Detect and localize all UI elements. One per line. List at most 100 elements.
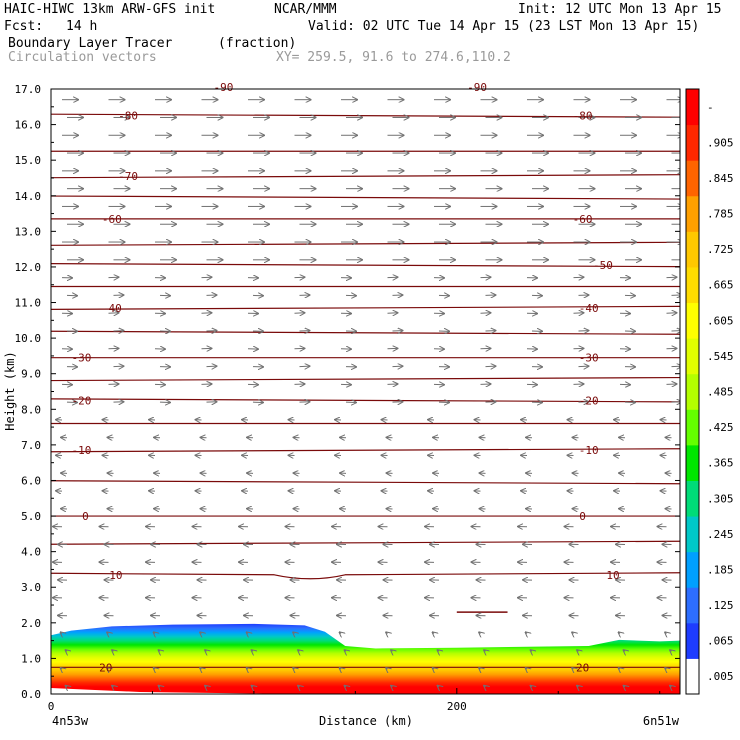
model-title: HAIC-HIWC 13km ARW-GFS init [4, 2, 216, 17]
circulation-vector [107, 632, 108, 633]
contour-label: -30 [71, 352, 91, 365]
circulation-vector [577, 650, 578, 651]
y-tick-label: 17.0 [15, 83, 42, 96]
circulation-vector [433, 668, 434, 669]
contour-label: -10 [71, 444, 91, 457]
circulation-vector [386, 632, 387, 633]
circulation-vector [531, 686, 532, 687]
circulation-vector [154, 632, 155, 633]
colorbar-frame [685, 88, 700, 695]
colorbar-swatch [686, 195, 699, 232]
colorbar-swatch [686, 480, 699, 517]
contour-label: -50 [593, 259, 613, 272]
colorbar-swatch [686, 338, 699, 375]
circulation-vector [624, 686, 625, 687]
y-tick-label: 7.0 [21, 439, 41, 452]
contour-label: 10 [109, 569, 122, 582]
contour-label: 10 [606, 569, 619, 582]
circulation-vector [252, 686, 253, 687]
colorbar-swatch [686, 124, 699, 161]
y-tick-label: 1.0 [21, 652, 41, 665]
temperature-contour-line [51, 398, 680, 403]
colorbar-swatch [686, 160, 699, 197]
colorbar-label: .065 [707, 635, 734, 648]
colorbar-label: .845 [707, 172, 734, 185]
colorbar-swatch [686, 444, 699, 481]
colorbar-swatch [686, 231, 699, 268]
circulation-vector [298, 650, 299, 651]
colorbar-label: .005 [707, 670, 734, 683]
x-right-location: 6n51w [643, 714, 680, 728]
y-tick-label: 15.0 [15, 154, 42, 167]
colorbar-swatch [686, 89, 699, 126]
colorbar-label: .605 [707, 314, 734, 327]
contour-label: -40 [102, 302, 122, 315]
contour-label: -80 [573, 110, 593, 123]
colorbar-label: .185 [707, 563, 734, 576]
y-tick-label: 8.0 [21, 403, 41, 416]
circulation-vector [572, 632, 573, 633]
circulation-vector [484, 686, 485, 687]
colorbar-swatch [686, 516, 699, 553]
circulation-vector [200, 668, 201, 669]
contour-label: -10 [579, 444, 599, 457]
temperature-contour-line [51, 376, 680, 382]
x-axis-label: Distance (km) [319, 714, 413, 728]
colorbar-swatch [686, 266, 699, 304]
colorbar: .005 .065 .125 .185 .245 .305 .365 .425 .485 .545… [685, 88, 734, 695]
y-tick-label: 16.0 [15, 119, 42, 132]
contour-label: -60 [102, 213, 122, 226]
y-tick-label: 13.0 [15, 225, 42, 238]
contour-label: 0 [579, 510, 586, 523]
y-tick-label: 11.0 [15, 297, 42, 310]
contour-label: 20 [576, 661, 589, 674]
circulation-vectors [53, 100, 680, 687]
circulation-vector [386, 668, 387, 669]
circulation-vector [298, 686, 299, 687]
temperature-contour-line [51, 241, 680, 246]
circulation-vector [66, 650, 67, 651]
colorbar-label: - [707, 101, 714, 114]
y-tick-label: 6.0 [21, 474, 41, 487]
circulation-vector [61, 668, 62, 669]
colorbar-swatch [686, 409, 699, 446]
colorbar-label: .785 [707, 208, 734, 221]
temperature-contour-line [51, 305, 680, 310]
temperature-contour-line [51, 174, 680, 179]
circulation-vector [619, 668, 620, 669]
colorbar-swatch [686, 658, 699, 695]
colorbar-label: .425 [707, 421, 734, 434]
circulation-vector [438, 686, 439, 687]
vectors-label: Circulation vectors [8, 50, 157, 65]
temperature-contour-line [51, 113, 680, 118]
circulation-vector [619, 632, 620, 633]
circulation-vector [159, 686, 160, 687]
temperature-contour-line [51, 195, 680, 200]
circulation-vector [107, 668, 108, 669]
circulation-vector [479, 668, 480, 669]
circulation-vector [345, 650, 346, 651]
field-name: Boundary Layer Tracer [8, 36, 173, 51]
temperature-contours [51, 113, 680, 694]
contour-label: -20 [71, 394, 91, 407]
circulation-vector [247, 668, 248, 669]
colorbar-swatch [686, 622, 699, 659]
colorbar-swatch [686, 551, 699, 588]
y-tick-label: 3.0 [21, 581, 41, 594]
y-tick-label: 5.0 [21, 510, 41, 523]
circulation-vector [391, 686, 392, 687]
colorbar-swatch [686, 587, 699, 624]
circulation-vector [433, 632, 434, 633]
circulation-vector [670, 650, 671, 651]
circulation-vector [572, 668, 573, 669]
forecast-hours: 14 h [66, 19, 98, 34]
circulation-vector [670, 686, 671, 687]
colorbar-label: .905 [707, 136, 734, 149]
temperature-contour-line [51, 448, 680, 453]
circulation-vector [577, 686, 578, 687]
temperature-contour-line [51, 263, 680, 268]
colorbar-label: .545 [707, 350, 734, 363]
circulation-vector [205, 686, 206, 687]
circulation-vector [66, 686, 67, 687]
